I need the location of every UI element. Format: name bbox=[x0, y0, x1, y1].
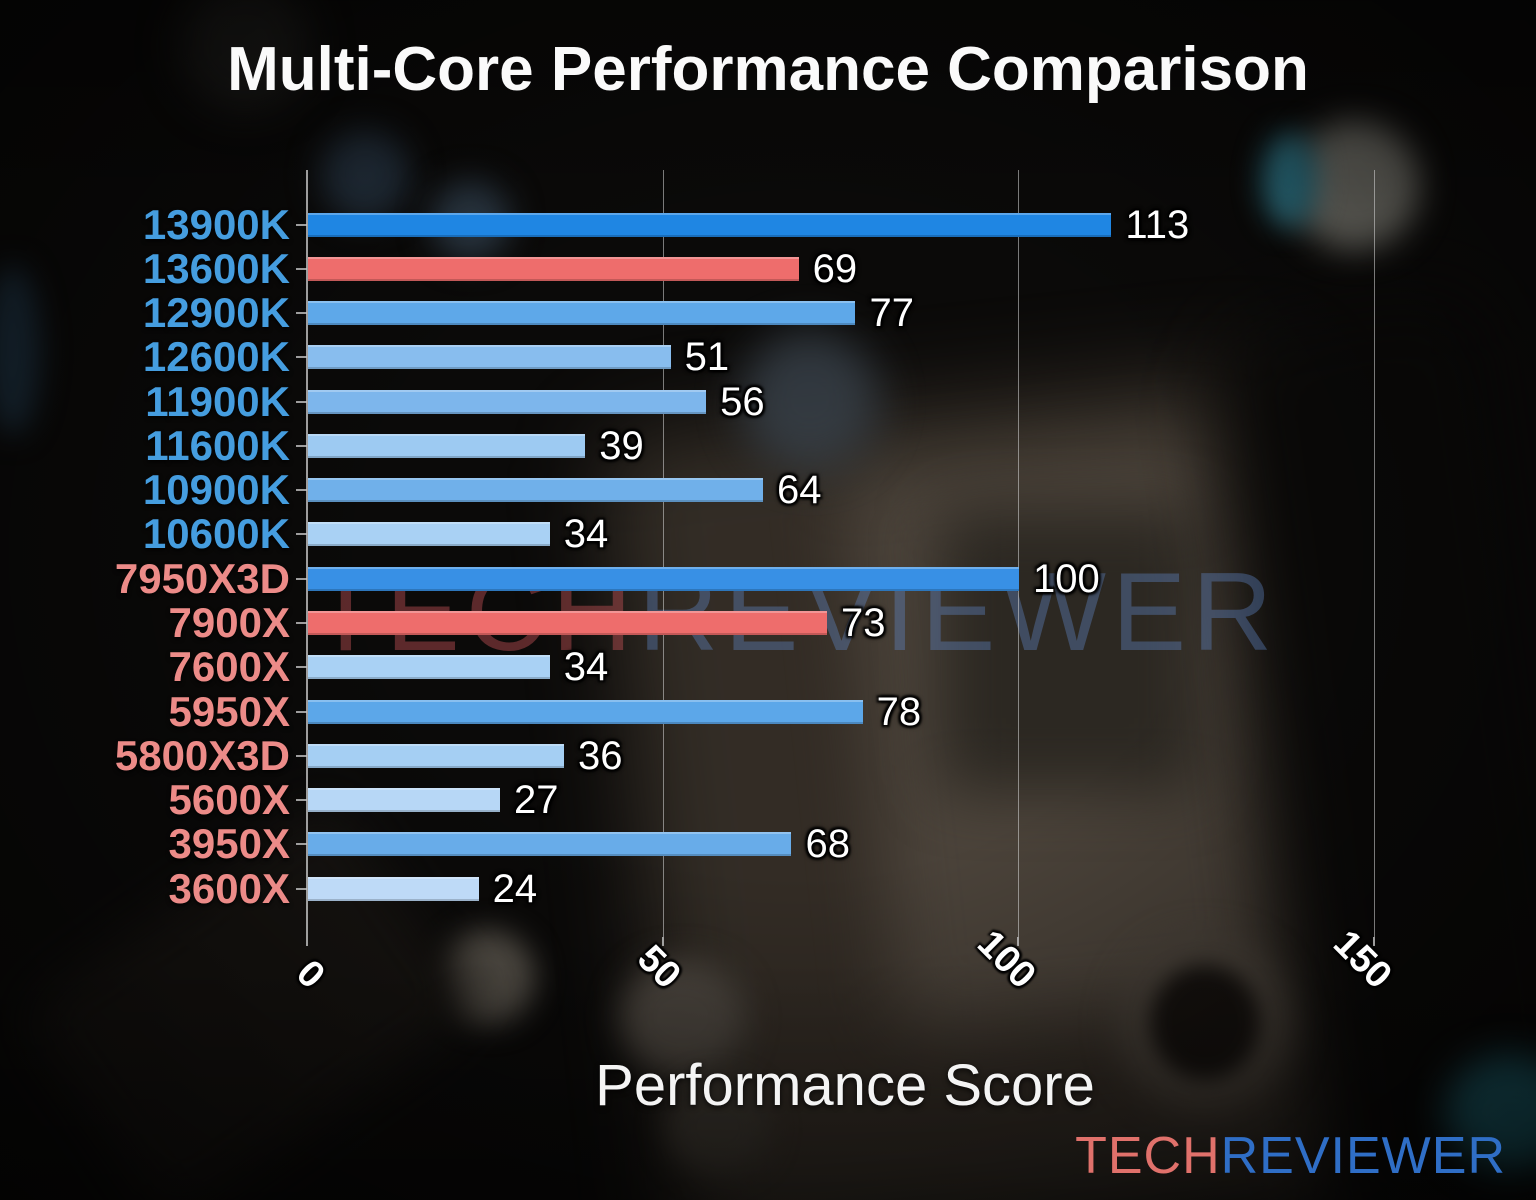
category-label-13600K: 13600K bbox=[142, 244, 290, 292]
category-tick-5950X bbox=[296, 710, 307, 713]
techreviewer-logo: TECHREVIEWER bbox=[1075, 1126, 1506, 1186]
category-label-12600K: 12600K bbox=[142, 333, 290, 381]
chart-title: Multi-Core Performance Comparison bbox=[227, 35, 1309, 104]
category-tick-7600X bbox=[296, 666, 307, 669]
performance-bar-11600K bbox=[308, 433, 586, 458]
category-tick-10600K bbox=[296, 533, 307, 536]
category-tick-7950X3D bbox=[296, 577, 307, 580]
value-label-12600K: 51 bbox=[684, 335, 730, 380]
value-label-12900K: 77 bbox=[869, 291, 914, 336]
performance-bar-10900K bbox=[308, 478, 764, 503]
y-axis-spine bbox=[306, 170, 308, 937]
performance-bar-5600X bbox=[308, 788, 500, 813]
category-tick-7900X bbox=[296, 622, 307, 625]
value-label-5950X: 78 bbox=[876, 689, 922, 734]
category-label-10900K: 10900K bbox=[142, 466, 290, 514]
value-label-13600K: 69 bbox=[812, 246, 858, 291]
gridline-50 bbox=[662, 170, 664, 937]
performance-bar-12600K bbox=[308, 345, 671, 370]
performance-bar-13600K bbox=[308, 256, 799, 281]
performance-bar-5950X bbox=[308, 699, 863, 724]
category-label-7950X3D: 7950X3D bbox=[114, 554, 290, 602]
category-tick-11900K bbox=[296, 400, 307, 403]
category-label-5950X: 5950X bbox=[168, 687, 290, 735]
gridline-100 bbox=[1018, 170, 1019, 937]
value-label-3950X: 68 bbox=[805, 822, 850, 867]
category-tick-12900K bbox=[296, 312, 307, 315]
value-label-5800X3D: 36 bbox=[577, 733, 623, 778]
x-tick-label-50: 50 bbox=[628, 937, 689, 997]
value-label-11600K: 39 bbox=[599, 423, 644, 468]
x-tick-label-150: 150 bbox=[1324, 922, 1400, 997]
category-tick-3600X bbox=[296, 887, 307, 890]
value-label-11900K: 56 bbox=[720, 379, 765, 424]
category-tick-5600X bbox=[296, 799, 307, 802]
x-tick-label-100: 100 bbox=[969, 922, 1044, 997]
value-label-5600X: 27 bbox=[513, 778, 559, 823]
category-label-5800X3D: 5800X3D bbox=[114, 731, 290, 779]
category-tick-13900K bbox=[296, 223, 307, 226]
performance-bar-12900K bbox=[308, 301, 856, 326]
category-label-3950X: 3950X bbox=[168, 820, 290, 868]
category-tick-13600K bbox=[296, 267, 307, 270]
value-label-10600K: 34 bbox=[563, 512, 609, 557]
value-label-3600X: 24 bbox=[492, 866, 538, 911]
category-label-12900K: 12900K bbox=[142, 289, 290, 337]
category-label-13900K: 13900K bbox=[142, 200, 290, 248]
value-label-7900X: 73 bbox=[841, 601, 886, 646]
category-label-7900X: 7900X bbox=[168, 599, 290, 647]
value-label-7600X: 34 bbox=[563, 645, 609, 690]
performance-bar-10600K bbox=[308, 522, 550, 547]
category-label-11900K: 11900K bbox=[145, 377, 290, 425]
x-axis-label: Performance Score bbox=[595, 1053, 1095, 1118]
category-tick-11600K bbox=[296, 444, 307, 447]
performance-bar-7950X3D bbox=[308, 566, 1019, 591]
logo-tech: TECH bbox=[1075, 1127, 1221, 1185]
category-label-3600X: 3600X bbox=[168, 864, 290, 912]
performance-bar-3950X bbox=[308, 832, 792, 857]
performance-bar-3600X bbox=[308, 876, 479, 901]
performance-bar-13900K bbox=[308, 212, 1112, 237]
category-tick-5800X3D bbox=[296, 754, 307, 757]
category-tick-3950X bbox=[296, 843, 307, 846]
category-tick-10900K bbox=[296, 489, 307, 492]
category-tick-12600K bbox=[296, 356, 307, 359]
category-label-10600K: 10600K bbox=[142, 510, 290, 558]
performance-bar-5800X3D bbox=[308, 743, 564, 768]
performance-bar-7900X bbox=[308, 611, 828, 636]
value-label-10900K: 64 bbox=[777, 468, 822, 513]
category-label-11600K: 11600K bbox=[145, 421, 290, 469]
gridline-150 bbox=[1373, 170, 1375, 937]
performance-bar-11900K bbox=[308, 389, 707, 414]
category-label-5600X: 5600X bbox=[168, 776, 290, 824]
performance-bar-7600X bbox=[308, 655, 550, 680]
logo-reviewer: REVIEWER bbox=[1220, 1127, 1506, 1185]
value-label-7950X3D: 100 bbox=[1033, 556, 1100, 601]
category-label-7600X: 7600X bbox=[168, 643, 290, 691]
value-label-13900K: 113 bbox=[1125, 202, 1190, 247]
